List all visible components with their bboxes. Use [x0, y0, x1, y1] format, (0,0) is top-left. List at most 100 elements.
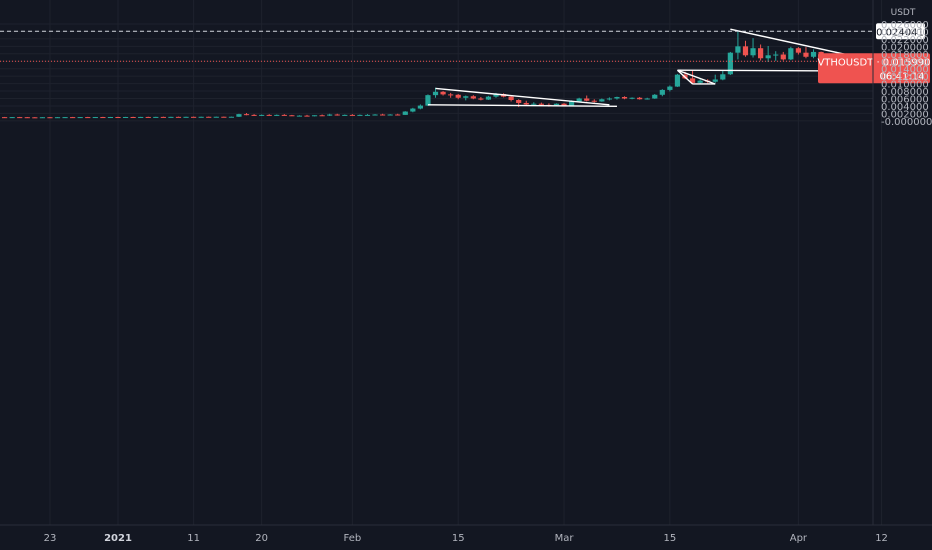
price-tick-label: 0.022000	[881, 35, 929, 46]
price-tick-label: 0.016000	[881, 57, 929, 68]
price-tick-label: 0.026000	[881, 20, 929, 31]
candle-body	[735, 46, 741, 53]
candle-body	[380, 114, 386, 116]
candle-body	[92, 117, 98, 119]
candle-body	[561, 103, 567, 106]
candle-body	[206, 116, 212, 118]
last-price-tag	[818, 53, 930, 84]
candle-body	[750, 48, 756, 56]
candle-body	[2, 117, 8, 119]
price-tick-label: 0.024000	[881, 27, 929, 38]
candle-body	[372, 114, 378, 116]
time-axis[interactable]: 2320211120Feb15Mar15Apr1221	[44, 533, 932, 544]
candle-body	[689, 78, 696, 83]
candle-body	[47, 117, 53, 119]
candle-body	[153, 116, 159, 118]
candle-body	[319, 115, 325, 117]
pattern-trendline	[677, 69, 716, 85]
candle-body	[621, 97, 628, 99]
candle-body	[742, 46, 749, 56]
candle-body	[410, 108, 416, 112]
candle-body	[417, 105, 423, 109]
time-tick-label: 12	[875, 533, 888, 544]
candle-body	[448, 94, 454, 96]
chart-grid	[0, 0, 883, 525]
candle-body	[810, 51, 817, 57]
candle-body	[470, 96, 476, 99]
candle-body	[115, 117, 121, 119]
candle-body	[221, 116, 227, 118]
candle-body	[637, 97, 643, 100]
candle-body	[584, 98, 590, 101]
candle-body	[334, 114, 340, 116]
candle-body	[508, 96, 514, 100]
candle-body	[160, 116, 166, 118]
price-axis[interactable]: 0.0260000.0240000.0220000.0200000.018000…	[881, 20, 932, 128]
candle-body	[659, 89, 665, 95]
time-tick-label: 23	[44, 533, 57, 544]
candle-body	[311, 115, 318, 117]
high-price-label: 0.024041	[876, 27, 924, 38]
candle-body	[175, 116, 182, 118]
candle-body	[463, 96, 469, 98]
price-tick-label: 0.010000	[881, 80, 929, 91]
time-tick-label: Mar	[555, 533, 575, 544]
candle-body	[364, 114, 371, 116]
candle-body	[85, 117, 91, 119]
candle-body	[251, 114, 257, 116]
candle-body	[455, 94, 461, 98]
price-tick-label: 0.014000	[881, 65, 929, 76]
candle-body	[425, 95, 431, 106]
candle-body	[54, 117, 61, 119]
candle-body	[644, 98, 650, 100]
price-unit-label: USDT	[891, 8, 916, 18]
countdown-label: 06:41:14	[880, 71, 925, 82]
candle-body	[289, 115, 295, 117]
price-tick-label: 0.020000	[881, 42, 929, 53]
candle-body	[606, 98, 612, 100]
candle-body	[70, 117, 76, 119]
candle-body	[553, 103, 560, 106]
candle-body	[485, 96, 492, 100]
candle-body	[478, 98, 484, 100]
candle-body	[145, 116, 151, 118]
candle-body	[243, 114, 250, 116]
price-tick-label: 0.018000	[881, 50, 929, 61]
candle-body	[788, 48, 794, 60]
candle-body	[274, 114, 280, 116]
candle-body	[342, 114, 348, 116]
candle-body	[357, 114, 363, 116]
candle-body	[168, 116, 174, 118]
candle-body	[493, 94, 499, 97]
candle-body	[266, 114, 272, 116]
candle-body	[236, 114, 242, 117]
candle-body	[591, 100, 597, 102]
candle-body	[614, 97, 620, 99]
candle-body	[130, 116, 136, 118]
last-price-label: VTHOUSDT · 0.015990	[817, 57, 930, 68]
candle-body	[432, 91, 439, 96]
time-tick-label: 2021	[104, 533, 132, 544]
time-tick-label: Apr	[790, 533, 808, 544]
candle-body	[697, 80, 703, 83]
price-tick-label: 0.008000	[881, 87, 929, 98]
candle-body	[327, 114, 333, 116]
candle-body	[228, 116, 234, 118]
candle-body	[773, 54, 779, 56]
candle-body	[296, 115, 303, 117]
pattern-trendline	[435, 87, 610, 106]
candle-body	[24, 117, 30, 119]
candle-body	[569, 101, 575, 106]
price-tick-label: 0.012000	[881, 72, 929, 83]
candle-body	[803, 52, 809, 57]
price-tick-label: 0.004000	[881, 102, 929, 113]
candle-body	[523, 102, 529, 105]
candle-body	[402, 111, 408, 115]
markers-layer: 0.024041 VTHOUSDT · 0.015990 06:41:14	[0, 23, 931, 84]
candle-body	[387, 114, 393, 116]
candle-body	[77, 117, 83, 119]
candle-body	[349, 114, 355, 116]
candle-body	[259, 114, 265, 116]
time-tick-label: 11	[187, 533, 200, 544]
